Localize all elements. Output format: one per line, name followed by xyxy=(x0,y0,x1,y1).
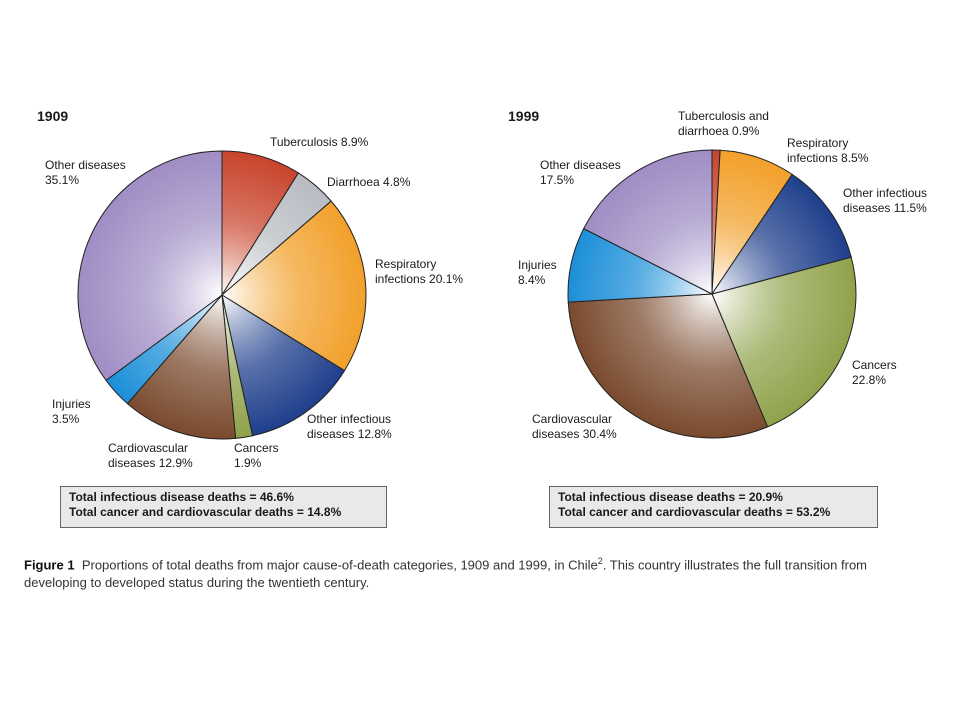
label-1999-cancers: Cancers 22.8% xyxy=(852,358,897,387)
pie-slice-1999-cardiovascular-diseases-30-4 xyxy=(567,293,769,439)
label-1999-injuries: Injuries 8.4% xyxy=(518,258,557,287)
totals-box-1909: Total infectious disease deaths = 46.6% … xyxy=(60,486,387,528)
label-1909-diarrhoea: Diarrhoea 4.8% xyxy=(327,175,411,189)
totals-box-1999: Total infectious disease deaths = 20.9% … xyxy=(549,486,878,528)
label-1999-respiratory: Respiratory infections 8.5% xyxy=(787,136,869,165)
pie-slice-1909-tuberculosis-8-9 xyxy=(221,150,300,297)
pie-slice-1999-cancers-22-8 xyxy=(711,256,857,428)
total-cancer-cardio-1999: Total cancer and cardiovascular deaths =… xyxy=(558,505,831,519)
label-1909-injuries: Injuries 3.5% xyxy=(52,397,91,426)
total-infectious-1909: Total infectious disease deaths = 46.6% xyxy=(69,490,294,504)
label-1999-tb-diarrhoea: Tuberculosis and diarrhoea 0.9% xyxy=(678,109,769,138)
total-cancer-cardio-1909: Total cancer and cardiovascular deaths =… xyxy=(69,505,342,519)
pie-slice-1909-respiratory-infections-20-1 xyxy=(221,200,367,372)
figure-label: Figure 1 xyxy=(24,557,75,573)
figure-caption: Figure 1 Proportions of total deaths fro… xyxy=(24,552,924,592)
label-1999-cardiovascular: Cardiovascular diseases 30.4% xyxy=(532,412,617,441)
caption-text-end: . This country illustrates the full tran… xyxy=(24,557,868,591)
chart-1999-title: 1999 xyxy=(508,108,540,124)
pie-slice-1909-cardiovascular-diseases-12-9 xyxy=(126,293,237,440)
label-1909-tuberculosis: Tuberculosis 8.9% xyxy=(270,135,369,149)
total-infectious-1999: Total infectious disease deaths = 20.9% xyxy=(558,490,783,504)
caption-reference: 2 xyxy=(597,556,603,566)
label-1909-other-diseases: Other diseases 35.1% xyxy=(45,158,126,187)
chart-1909-title: 1909 xyxy=(37,108,69,124)
pie-slice-1909-other-diseases-35-1 xyxy=(77,150,223,382)
label-1909-respiratory: Respiratory infections 20.1% xyxy=(375,257,464,286)
pie-slice-1999-other-diseases-17-5 xyxy=(583,149,713,295)
label-1909-cardiovascular: Cardiovascular diseases 12.9% xyxy=(108,441,193,470)
label-1999-other-infectious: Other infectious diseases 11.5% xyxy=(843,186,928,215)
label-1999-other-diseases: Other diseases 17.5% xyxy=(540,158,621,187)
label-1909-cancers: Cancers 1.9% xyxy=(234,441,279,470)
pie-slice-1999-other-infectious-diseases-11-5 xyxy=(710,173,852,295)
label-1909-other-infectious: Other infectious diseases 12.8% xyxy=(307,412,392,441)
pie-slice-1909-other-infectious-diseases-12-8 xyxy=(221,293,346,437)
caption-text: Proportions of total deaths from major c… xyxy=(81,557,598,573)
